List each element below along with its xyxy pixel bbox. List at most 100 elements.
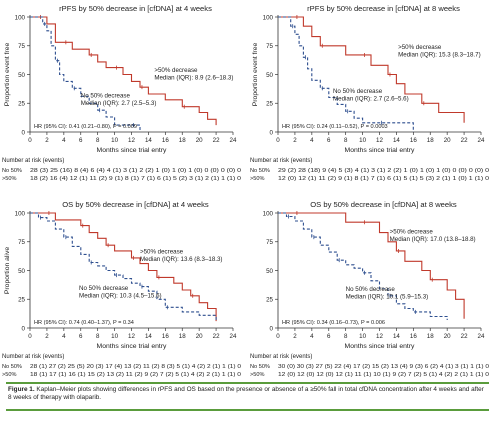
risk-row-label: >50%: [250, 176, 264, 182]
figure-label: Figure 1.: [8, 386, 35, 393]
risk-row-label: No 50%: [250, 168, 270, 174]
survival-curve-decrease: [30, 16, 217, 126]
y-tick-label: 75: [266, 239, 273, 246]
y-tick-label: 50: [18, 268, 25, 275]
y-tick-label: 25: [266, 101, 273, 108]
survival-curve-no-decrease: [278, 212, 448, 320]
x-tick-label: 20: [196, 333, 203, 340]
x-tick-label: 18: [427, 137, 434, 144]
km-chart-svg: rPFS by 50% decrease in [cfDNA] at 4 wee…: [2, 4, 241, 182]
risk-table-title: Number at risk (events): [250, 354, 312, 360]
chart-title: rPFS by 50% decrease in [cfDNA] at 4 wee…: [59, 4, 212, 13]
x-axis-label: Months since trial entry: [345, 147, 415, 154]
x-tick-label: 2: [45, 137, 49, 144]
risk-row-values: 28 (1) 27 (2) 25 (5) 20 (3) 17 (4) 13 (2…: [30, 364, 241, 370]
x-tick-label: 18: [427, 333, 434, 340]
risk-row-values: 29 (2) 28 (18) 9 (4) 5 (3) 4 (1) 3 (1) 2…: [278, 168, 489, 174]
risk-row-values: 12 (0) 12 (1) 11 (2) 9 (1) 8 (1) 7 (1) 6…: [278, 176, 489, 182]
x-tick-label: 16: [162, 333, 169, 340]
survival-curve-decrease: [278, 212, 465, 319]
y-tick-label: 25: [18, 297, 25, 304]
y-tick-label: 0: [270, 325, 274, 332]
y-tick-label: 100: [15, 14, 26, 21]
x-tick-label: 4: [62, 333, 66, 340]
x-axis-label: Months since trial entry: [97, 147, 167, 154]
y-tick-label: 50: [266, 268, 273, 275]
y-tick-label: 50: [266, 72, 273, 79]
curve-label: >50% decrease: [390, 229, 434, 236]
risk-row-label: No 50%: [2, 168, 22, 174]
x-tick-label: 2: [45, 333, 49, 340]
x-tick-label: 14: [393, 333, 400, 340]
x-tick-label: 20: [444, 137, 451, 144]
risk-table-title: Number at risk (events): [250, 158, 312, 164]
chart-title: OS by 50% decrease in [cfDNA] at 8 weeks: [310, 200, 457, 209]
x-tick-label: 20: [196, 137, 203, 144]
x-tick-label: 10: [359, 137, 366, 144]
x-axis-label: Months since trial entry: [97, 343, 167, 350]
survival-curve-no-decrease: [30, 212, 217, 320]
km-panel: rPFS by 50% decrease in [cfDNA] at 4 wee…: [0, 0, 247, 194]
hazard-ratio-label: HR (95% CI): 0.34 (0.16–0.73), P = 0.006: [282, 320, 385, 326]
y-tick-label: 50: [18, 72, 25, 79]
x-tick-label: 22: [461, 137, 468, 144]
y-tick-label: 75: [18, 239, 25, 246]
curve-label: No 50% decrease: [79, 285, 129, 292]
x-tick-label: 12: [128, 333, 135, 340]
x-tick-label: 4: [310, 333, 314, 340]
x-axis-label: Months since trial entry: [345, 343, 415, 350]
hazard-ratio-label: HR (95% CI): 0.24 (0.11–0.52), P = 0.000…: [282, 124, 388, 130]
km-chart-svg: OS by 50% decrease in [cfDNA] at 8 weeks…: [250, 200, 489, 378]
median-label: Median (IQR): 10.3 (4.5–15.6): [79, 293, 162, 300]
y-axis-label: Proportion event free: [252, 43, 259, 107]
y-tick-label: 25: [18, 101, 25, 108]
x-tick-label: 8: [96, 333, 100, 340]
y-tick-label: 25: [266, 297, 273, 304]
x-tick-label: 8: [96, 137, 100, 144]
x-tick-label: 10: [111, 333, 118, 340]
risk-table-title: Number at risk (events): [2, 158, 64, 164]
risk-table-title: Number at risk (events): [2, 354, 64, 360]
risk-row-values: 18 (1) 17 (1) 16 (1) 15 (2) 13 (2) 11 (2…: [30, 372, 241, 378]
risk-row-label: No 50%: [2, 364, 22, 370]
chart-title: rPFS by 50% decrease in [cfDNA] at 8 wee…: [307, 4, 460, 13]
x-tick-label: 22: [213, 137, 220, 144]
risk-row-label: No 50%: [250, 364, 270, 370]
x-tick-label: 24: [478, 333, 485, 340]
curve-label: No 50% decrease: [333, 88, 383, 95]
y-axis-label: Proportion alive: [4, 247, 11, 294]
x-tick-label: 18: [179, 333, 186, 340]
median-label: Median (IQR): 10.1 (5.9–15.3): [346, 294, 429, 301]
x-tick-label: 0: [276, 137, 280, 144]
x-tick-label: 24: [478, 137, 485, 144]
km-panel: rPFS by 50% decrease in [cfDNA] at 8 wee…: [248, 0, 495, 194]
x-tick-label: 14: [145, 333, 152, 340]
risk-row-label: >50%: [250, 372, 264, 378]
y-tick-label: 100: [15, 210, 26, 217]
risk-row-values: 30 (0) 30 (3) 27 (5) 22 (4) 17 (2) 15 (2…: [278, 364, 489, 370]
y-tick-label: 0: [22, 325, 26, 332]
x-tick-label: 6: [327, 137, 331, 144]
km-panel: OS by 50% decrease in [cfDNA] at 4 weeks…: [0, 196, 247, 390]
x-tick-label: 4: [310, 137, 314, 144]
figure-caption-text: Kaplan–Meier plots showing differences i…: [8, 386, 484, 402]
x-tick-label: 24: [230, 137, 237, 144]
x-tick-label: 2: [293, 333, 297, 340]
curve-label: >50% decrease: [154, 67, 198, 74]
risk-row-values: 18 (2) 16 (4) 12 (1) 11 (2) 9 (1) 8 (1) …: [30, 176, 241, 182]
curve-label: >50% decrease: [398, 44, 442, 51]
median-label: Median (IQR): 17.0 (13.8–18.8): [390, 236, 476, 243]
x-tick-label: 0: [28, 333, 32, 340]
x-tick-label: 20: [444, 333, 451, 340]
x-tick-label: 2: [293, 137, 297, 144]
x-tick-label: 16: [162, 137, 169, 144]
x-tick-label: 14: [393, 137, 400, 144]
x-tick-label: 22: [461, 333, 468, 340]
risk-row-values: 28 (3) 25 (16) 8 (4) 6 (4) 4 (1) 3 (1) 2…: [30, 168, 241, 174]
curve-label: No 50% decrease: [346, 286, 396, 293]
x-tick-label: 0: [276, 333, 280, 340]
hazard-ratio-label: HR (95% CI): 0.74 (0.40–1.37), P = 0.34: [34, 320, 134, 326]
y-tick-label: 100: [263, 210, 274, 217]
y-tick-label: 75: [266, 43, 273, 50]
x-tick-label: 24: [230, 333, 237, 340]
